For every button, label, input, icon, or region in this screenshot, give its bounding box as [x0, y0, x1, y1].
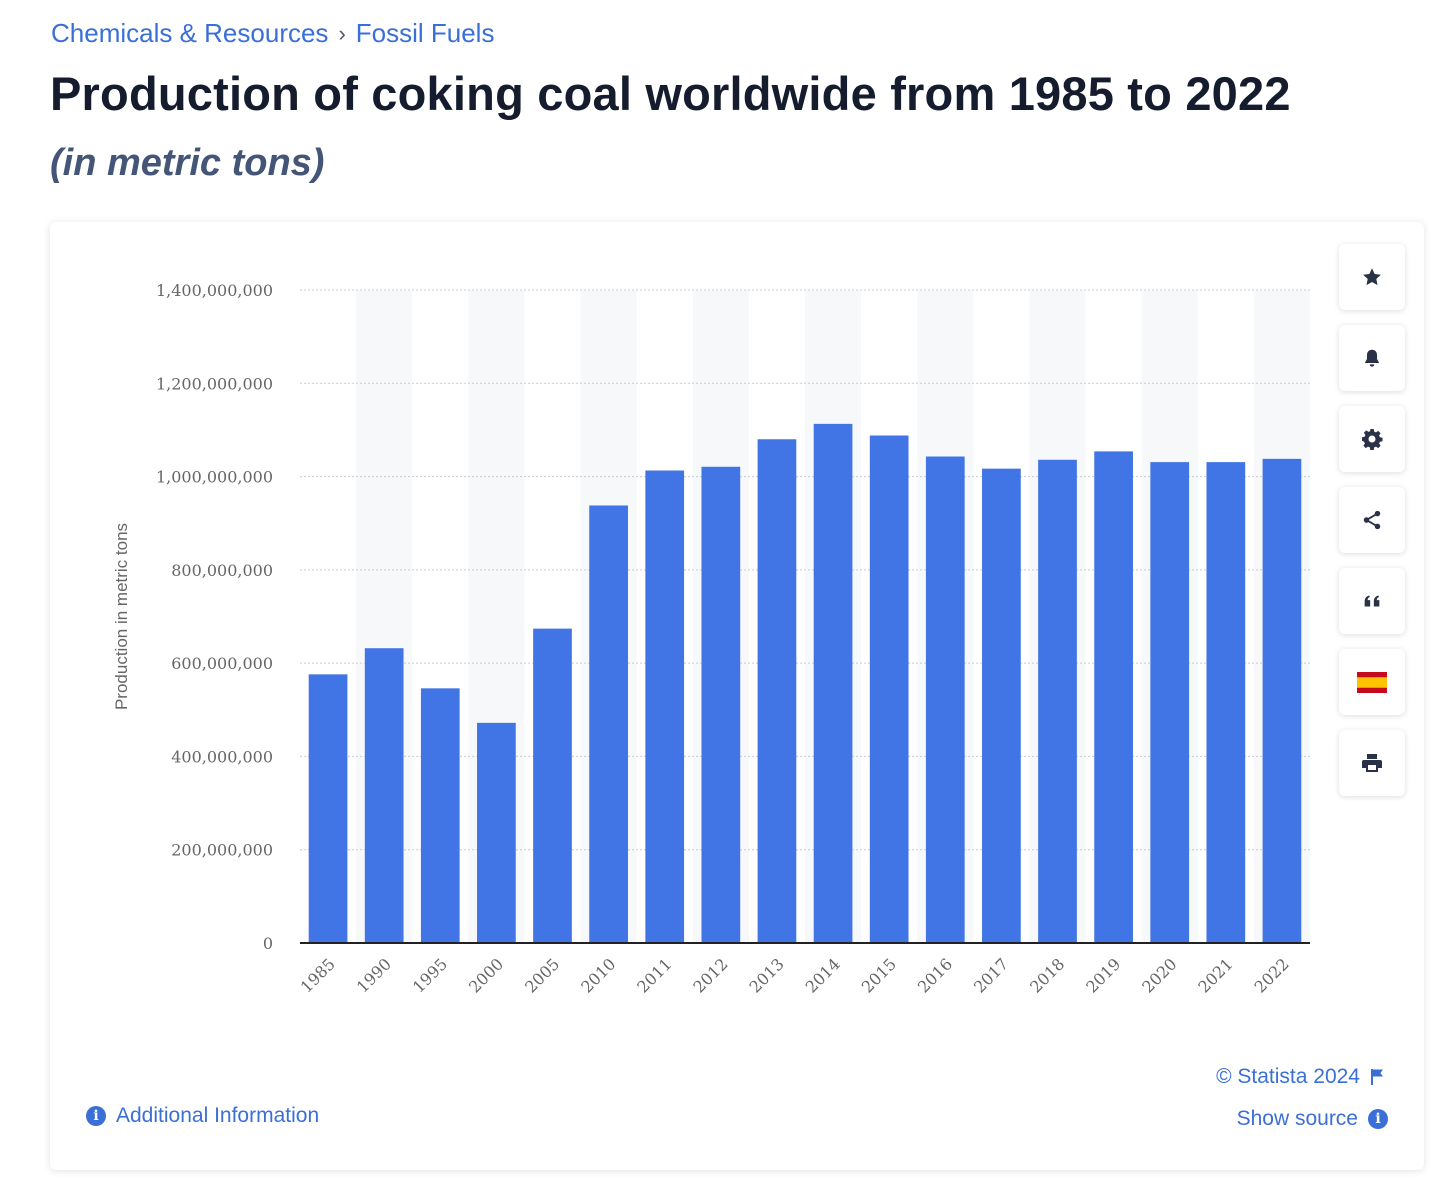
bar-2012[interactable]: [701, 466, 741, 943]
x-tick-label: 1995: [409, 954, 451, 996]
bar-2000[interactable]: [477, 722, 516, 943]
chart-card: 0 200,000,000 400,000,000 600,000,000 800,00…: [50, 222, 1424, 1170]
gridlines: [300, 289, 1310, 851]
y-tick-label: 0: [263, 934, 273, 953]
favorite-button[interactable]: [1339, 244, 1405, 310]
bar-1995[interactable]: [420, 688, 460, 943]
star-icon: [1363, 268, 1381, 286]
print-button[interactable]: [1339, 730, 1405, 796]
gear-icon: [1362, 429, 1383, 450]
x-tick-label: 2013: [746, 954, 788, 996]
bar-chart: 0 200,000,000 400,000,000 600,000,000 800,00…: [112, 281, 1310, 997]
copyright-link[interactable]: © Statista 2024: [1216, 1065, 1384, 1089]
bar-2022[interactable]: [1262, 458, 1302, 943]
chart-toolbar: [1339, 244, 1405, 796]
settings-button[interactable]: [1339, 406, 1405, 472]
x-tick-label: 1990: [353, 954, 395, 996]
y-tick-label: 1,000,000,000: [156, 468, 273, 487]
bars: [308, 423, 1302, 943]
cite-button[interactable]: [1339, 568, 1405, 634]
bar-2020[interactable]: [1150, 462, 1190, 943]
show-source-label: Show source: [1236, 1107, 1358, 1130]
bar-1990[interactable]: [364, 648, 404, 943]
x-tick-label: 2015: [858, 954, 900, 996]
bar-2016[interactable]: [925, 456, 965, 943]
bar-2011[interactable]: [645, 470, 685, 943]
show-source-link[interactable]: Show source i: [1237, 1107, 1388, 1131]
bar-2013[interactable]: [757, 439, 797, 943]
x-tick-label: 2005: [521, 954, 563, 996]
x-tick-label: 2018: [1026, 954, 1068, 996]
y-tick-label: 600,000,000: [171, 654, 273, 673]
y-axis-ticks: 0 200,000,000 400,000,000 600,000,000 800,00…: [156, 281, 273, 953]
breadcrumb: Chemicals & Resources › Fossil Fuels: [51, 18, 494, 49]
x-tick-label: 2022: [1251, 954, 1293, 996]
y-tick-label: 800,000,000: [171, 561, 273, 580]
share-button[interactable]: [1339, 487, 1405, 553]
spain-flag-icon: [1357, 671, 1387, 693]
bar-2005[interactable]: [533, 628, 572, 943]
x-tick-label: 2010: [577, 954, 619, 996]
bar-2019[interactable]: [1094, 451, 1133, 943]
copyright-text: © Statista 2024: [1216, 1065, 1360, 1088]
notification-button[interactable]: [1339, 325, 1405, 391]
print-icon: [1362, 754, 1382, 772]
x-tick-label: 2019: [1082, 954, 1124, 996]
bar-2018[interactable]: [1038, 459, 1077, 943]
y-tick-label: 1,200,000,000: [156, 374, 273, 393]
breadcrumb-link-chemicals-resources[interactable]: Chemicals & Resources: [51, 18, 329, 48]
share-icon: [1363, 510, 1381, 530]
x-tick-label: 2016: [914, 954, 956, 996]
x-tick-label: 1985: [297, 954, 339, 996]
x-axis-ticks: 1985 1990 1995 2000 2005 2010 2011 2012 2013 2014…: [297, 954, 1293, 996]
bar-2014[interactable]: [813, 423, 853, 943]
y-tick-label: 200,000,000: [171, 841, 273, 860]
x-tick-label: 2021: [1194, 954, 1236, 996]
y-axis-label: Production in metric tons: [112, 523, 131, 710]
bar-2021[interactable]: [1206, 462, 1246, 943]
breadcrumb-separator: ›: [338, 20, 346, 46]
info-icon: i: [86, 1106, 106, 1126]
breadcrumb-link-fossil-fuels[interactable]: Fossil Fuels: [355, 18, 495, 48]
y-tick-label: 1,400,000,000: [156, 281, 273, 300]
bar-2017[interactable]: [982, 468, 1021, 943]
x-tick-label: 2012: [689, 954, 731, 996]
x-tick-label: 2011: [633, 954, 675, 996]
additional-information-label: Additional Information: [116, 1104, 320, 1127]
x-tick-label: 2017: [970, 954, 1012, 996]
language-button[interactable]: [1339, 649, 1405, 715]
bar-1985[interactable]: [308, 674, 348, 943]
x-tick-label: 2000: [465, 954, 507, 996]
quote-icon: [1364, 595, 1380, 607]
bar-2010[interactable]: [589, 505, 628, 943]
info-icon: i: [1368, 1109, 1388, 1129]
flag-icon: [1371, 1069, 1383, 1085]
bar-2015[interactable]: [869, 435, 909, 943]
additional-information-link[interactable]: i Additional Information: [86, 1104, 319, 1128]
x-tick-label: 2014: [802, 954, 844, 996]
x-tick-label: 2020: [1138, 954, 1180, 996]
page-subtitle: (in metric tons): [50, 142, 325, 184]
y-tick-label: 400,000,000: [171, 747, 273, 766]
page-title: Production of coking coal worldwide from…: [50, 67, 1291, 120]
bell-icon: [1365, 349, 1379, 367]
